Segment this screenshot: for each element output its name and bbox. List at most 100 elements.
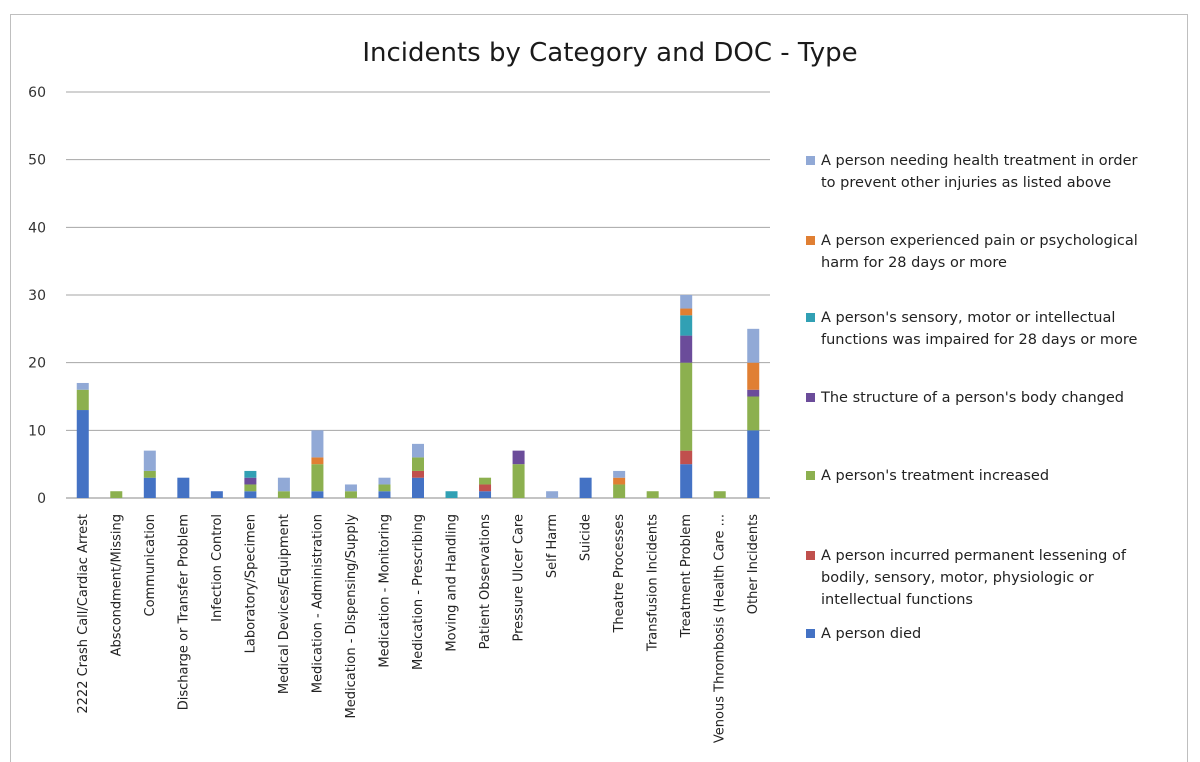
bar-segment bbox=[546, 491, 559, 498]
y-tick-label: 10 bbox=[28, 423, 46, 439]
bar-segment bbox=[311, 464, 324, 492]
bar-segment bbox=[680, 308, 693, 316]
bar-segment bbox=[412, 443, 424, 458]
bar-segment bbox=[512, 450, 525, 465]
y-tick-label: 30 bbox=[28, 288, 46, 304]
legend-label-line: A person experienced pain or psychologic… bbox=[821, 233, 1138, 249]
x-tick-label: Laboratory/Specimen bbox=[243, 514, 258, 653]
bar-segment bbox=[244, 484, 257, 492]
bar-segment bbox=[613, 477, 626, 485]
x-tick-label: Discharge or Transfer Problem bbox=[176, 514, 191, 710]
legend-label: A person's sensory, motor or intellectua… bbox=[821, 307, 1137, 351]
bar-segment bbox=[412, 477, 424, 498]
legend-label-line: A person died bbox=[821, 626, 922, 642]
x-tick-label: Medication - Administration bbox=[310, 514, 325, 693]
bar-segment bbox=[579, 477, 592, 498]
bar-segment bbox=[747, 328, 760, 363]
legend-item: A person's treatment increased bbox=[806, 465, 1181, 487]
bar-segment bbox=[244, 470, 257, 478]
bar-segment bbox=[479, 484, 492, 492]
legend-swatch bbox=[806, 471, 815, 480]
bar-segment bbox=[680, 362, 693, 451]
bar-segment bbox=[311, 430, 324, 458]
bar-segment bbox=[277, 477, 290, 492]
legend-item: The structure of a person's body changed bbox=[806, 387, 1181, 409]
bar-segment bbox=[747, 389, 760, 397]
bar-segment bbox=[378, 484, 391, 492]
bar-segment bbox=[412, 457, 424, 471]
x-tick-label: Medical Devices/Equipment bbox=[277, 514, 292, 694]
legend-label: A person died bbox=[821, 623, 921, 645]
bar-segment bbox=[177, 477, 190, 498]
legend-item: A person's sensory, motor or intellectua… bbox=[806, 307, 1181, 351]
legend-label-line: bodily, sensory, motor, physiologic or bbox=[821, 570, 1094, 586]
legend-label-line: functions was impaired for 28 days or mo… bbox=[821, 332, 1138, 348]
x-tick-label: Treatment Problem bbox=[679, 514, 694, 638]
x-tick-label: 2222 Crash Call/Cardiac Arrest bbox=[76, 514, 91, 714]
legend-swatch bbox=[806, 313, 815, 322]
bar-segment bbox=[479, 477, 492, 485]
legend-swatch bbox=[806, 393, 815, 402]
bar-segment bbox=[412, 470, 424, 478]
x-tick-label: Self Harm bbox=[545, 514, 560, 578]
legend-label-line: to prevent other injuries as listed abov… bbox=[821, 175, 1112, 191]
bar-segment bbox=[747, 430, 760, 498]
bar-segment bbox=[143, 470, 156, 478]
x-tick-label: Medication - Dispensing/Supply bbox=[344, 514, 359, 719]
legend-swatch bbox=[806, 551, 815, 560]
y-tick-label: 60 bbox=[28, 85, 46, 101]
x-tick-label: Pressure Ulcer Care bbox=[512, 514, 527, 642]
x-tick-label: Theatre Processes bbox=[612, 514, 627, 634]
bar-segment bbox=[680, 315, 693, 336]
legend-label: A person's treatment increased bbox=[821, 465, 1049, 487]
bar-segment bbox=[244, 477, 257, 485]
legend-item: A person died bbox=[806, 623, 1181, 645]
bar-segment bbox=[143, 477, 156, 498]
bar-segment bbox=[713, 491, 726, 498]
y-tick-label: 20 bbox=[28, 356, 46, 372]
x-tick-label: Other Incidents bbox=[746, 514, 761, 614]
legend-label: The structure of a person's body changed bbox=[821, 387, 1124, 409]
legend-item: A person incurred permanent lessening of… bbox=[806, 545, 1181, 611]
x-tick-label: Moving and Handling bbox=[445, 514, 460, 652]
y-tick-label: 40 bbox=[28, 220, 46, 236]
bar-segment bbox=[680, 295, 693, 309]
bar-segment bbox=[311, 491, 324, 498]
legend-label-line: The structure of a person's body changed bbox=[821, 390, 1124, 406]
bar-segment bbox=[479, 491, 492, 498]
bar-segment bbox=[445, 491, 458, 498]
bar-segment bbox=[747, 396, 760, 431]
bar-segment bbox=[680, 450, 693, 465]
legend-label-line: A person incurred permanent lessening of bbox=[821, 548, 1126, 564]
bar-segment bbox=[110, 491, 123, 498]
legend-label-line: intellectual functions bbox=[821, 592, 973, 608]
x-tick-label: Transfusion Incidents bbox=[646, 514, 661, 652]
x-tick-label: Communication bbox=[143, 514, 158, 616]
legend-item: A person experienced pain or psychologic… bbox=[806, 230, 1181, 274]
legend-label: A person needing health treatment in ord… bbox=[821, 150, 1137, 194]
bar-segment bbox=[512, 464, 525, 498]
bar-segment bbox=[143, 450, 156, 471]
legend-label-line: harm for 28 days or more bbox=[821, 255, 1007, 271]
bar-segment bbox=[344, 491, 357, 498]
x-tick-label: Infection Control bbox=[210, 514, 225, 622]
bar-segment bbox=[76, 389, 89, 411]
bar-segment bbox=[210, 491, 223, 498]
bar-segment bbox=[680, 335, 693, 363]
bar-segment bbox=[680, 464, 693, 498]
bar-segment bbox=[747, 362, 760, 390]
legend-swatch bbox=[806, 629, 815, 638]
bar-segment bbox=[378, 491, 391, 498]
bar-segment bbox=[76, 410, 89, 498]
bar-segment bbox=[311, 457, 324, 465]
bar-segment bbox=[344, 484, 357, 492]
x-tick-label: Medication - Monitoring bbox=[377, 514, 392, 668]
legend-label-line: A person needing health treatment in ord… bbox=[821, 153, 1138, 169]
legend-label: A person incurred permanent lessening of… bbox=[821, 545, 1126, 611]
legend-label-line: A person's sensory, motor or intellectua… bbox=[821, 310, 1116, 326]
legend-label-line: A person's treatment increased bbox=[821, 468, 1050, 484]
legend-item: A person needing health treatment in ord… bbox=[806, 150, 1181, 194]
y-tick-label: 50 bbox=[28, 153, 46, 169]
legend-swatch bbox=[806, 156, 815, 165]
